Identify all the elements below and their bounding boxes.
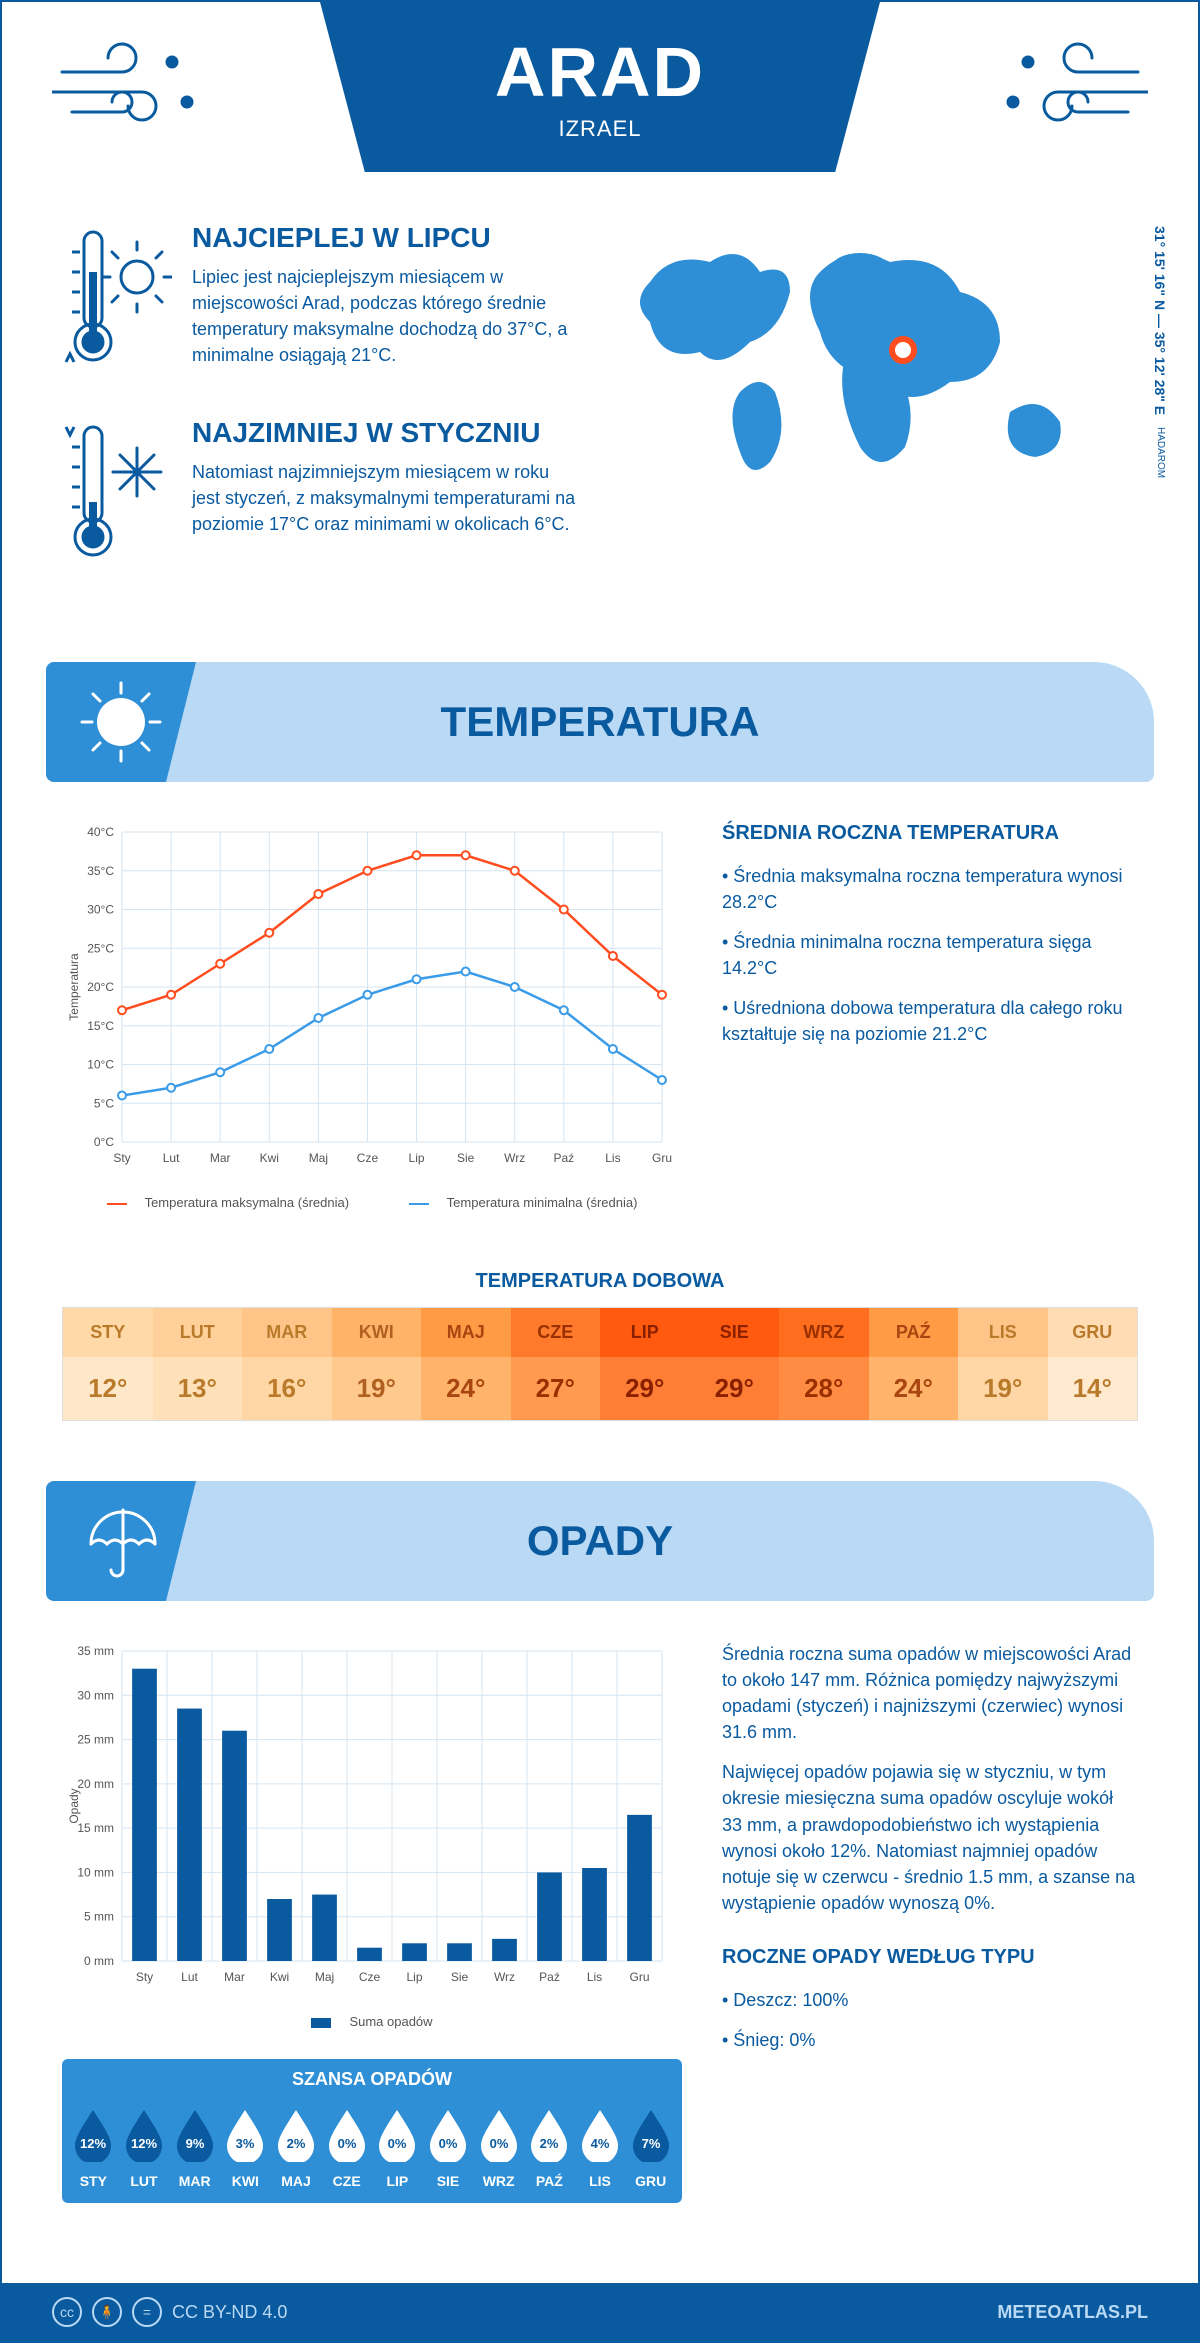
coordinates: 31° 15' 16" N — 35° 12' 28" E HADAROM xyxy=(1152,222,1168,482)
title-banner: ARAD IZRAEL xyxy=(320,2,880,172)
svg-text:0%: 0% xyxy=(439,2136,458,2151)
svg-text:15 mm: 15 mm xyxy=(77,1821,114,1835)
svg-text:0°C: 0°C xyxy=(94,1135,114,1149)
cc-icon: cc xyxy=(52,2297,82,2327)
svg-text:Lut: Lut xyxy=(163,1151,180,1165)
svg-text:Paź: Paź xyxy=(539,1970,560,1984)
svg-text:30 mm: 30 mm xyxy=(77,1688,114,1702)
warm-block: NAJCIEPLEJ W LIPCU Lipiec jest najcieple… xyxy=(62,222,580,377)
svg-text:3%: 3% xyxy=(236,2136,255,2151)
cold-block: NAJZIMNIEJ W STYCZNIU Natomiast najzimni… xyxy=(62,417,580,572)
temperature-chart: 0°C 5°C 10°C 15°C 20°C 25°C 30°C 35°C 40°C Sty Lut… xyxy=(62,822,682,1210)
svg-text:Sie: Sie xyxy=(451,1970,469,1984)
nd-icon: = xyxy=(132,2297,162,2327)
city-title: ARAD xyxy=(320,32,880,112)
svg-text:35 mm: 35 mm xyxy=(77,1644,114,1658)
world-map xyxy=(620,222,1138,507)
svg-text:40°C: 40°C xyxy=(87,825,114,839)
daily-temp-table: STYLUTMARKWIMAJCZELIPSIEWRZPAŹLISGRU12°1… xyxy=(62,1307,1138,1421)
svg-text:Lip: Lip xyxy=(409,1151,425,1165)
svg-text:5 mm: 5 mm xyxy=(84,1910,114,1924)
warm-text: Lipiec jest najcieplejszym miesiącem w m… xyxy=(192,264,580,368)
wind-icon xyxy=(52,32,212,157)
svg-text:Lip: Lip xyxy=(406,1970,422,1984)
svg-text:Lis: Lis xyxy=(605,1151,620,1165)
temperature-section-banner: TEMPERATURA xyxy=(46,662,1154,782)
svg-text:Wrz: Wrz xyxy=(494,1970,515,1984)
cold-text: Natomiast najzimniejszym miesiącem w rok… xyxy=(192,459,580,537)
umbrella-icon xyxy=(46,1481,196,1601)
svg-text:2%: 2% xyxy=(287,2136,306,2151)
svg-text:Temperatura: Temperatura xyxy=(67,953,81,1021)
svg-text:Sie: Sie xyxy=(457,1151,475,1165)
svg-text:9%: 9% xyxy=(185,2136,204,2151)
rain-chance-panel: SZANSA OPADÓW 12% STY 12% LUT 9% MAR 3% … xyxy=(62,2059,682,2203)
warm-title: NAJCIEPLEJ W LIPCU xyxy=(192,222,580,254)
cold-title: NAJZIMNIEJ W STYCZNIU xyxy=(192,417,580,449)
svg-text:0 mm: 0 mm xyxy=(84,1954,114,1968)
rain-title: OPADY xyxy=(527,1517,673,1565)
svg-text:Cze: Cze xyxy=(359,1970,381,1984)
country-subtitle: IZRAEL xyxy=(320,116,880,142)
svg-text:Paź: Paź xyxy=(553,1151,574,1165)
page-header: ARAD IZRAEL xyxy=(2,2,1198,192)
temperature-summary: ŚREDNIA ROCZNA TEMPERATURA • Średnia mak… xyxy=(722,822,1138,1210)
rain-summary: Średnia roczna suma opadów w miejscowośc… xyxy=(722,1641,1138,2067)
intro-section: NAJCIEPLEJ W LIPCU Lipiec jest najcieple… xyxy=(2,192,1198,642)
svg-text:Lut: Lut xyxy=(181,1970,198,1984)
svg-text:12%: 12% xyxy=(131,2136,157,2151)
svg-text:Lis: Lis xyxy=(587,1970,602,1984)
svg-text:Cze: Cze xyxy=(357,1151,379,1165)
svg-text:Maj: Maj xyxy=(315,1970,334,1984)
brand: METEOATLAS.PL xyxy=(997,2302,1148,2323)
svg-text:0%: 0% xyxy=(388,2136,407,2151)
svg-text:10 mm: 10 mm xyxy=(77,1865,114,1879)
svg-text:Maj: Maj xyxy=(309,1151,328,1165)
svg-text:Gru: Gru xyxy=(652,1151,672,1165)
wind-icon xyxy=(988,32,1148,157)
temperature-title: TEMPERATURA xyxy=(441,698,760,746)
svg-text:10°C: 10°C xyxy=(87,1058,114,1072)
thermometer-hot-icon xyxy=(62,222,172,377)
svg-text:Kwi: Kwi xyxy=(260,1151,279,1165)
svg-text:20 mm: 20 mm xyxy=(77,1777,114,1791)
rain-section-banner: OPADY xyxy=(46,1481,1154,1601)
svg-text:5°C: 5°C xyxy=(94,1096,114,1110)
svg-text:30°C: 30°C xyxy=(87,903,114,917)
svg-text:25 mm: 25 mm xyxy=(77,1733,114,1747)
svg-text:15°C: 15°C xyxy=(87,1019,114,1033)
svg-text:Kwi: Kwi xyxy=(270,1970,289,1984)
svg-text:2%: 2% xyxy=(540,2136,559,2151)
daily-temp-title: TEMPERATURA DOBOWA xyxy=(2,1270,1198,1293)
license: cc 🧍 = CC BY-ND 4.0 xyxy=(52,2297,287,2327)
by-icon: 🧍 xyxy=(92,2297,122,2327)
svg-text:0%: 0% xyxy=(489,2136,508,2151)
svg-text:Mar: Mar xyxy=(210,1151,231,1165)
svg-text:Sty: Sty xyxy=(136,1970,153,1984)
svg-text:Gru: Gru xyxy=(629,1970,649,1984)
svg-text:35°C: 35°C xyxy=(87,864,114,878)
svg-text:Opady: Opady xyxy=(67,1788,81,1823)
svg-text:7%: 7% xyxy=(641,2136,660,2151)
svg-text:12%: 12% xyxy=(80,2136,106,2151)
svg-text:20°C: 20°C xyxy=(87,980,114,994)
svg-text:25°C: 25°C xyxy=(87,941,114,955)
svg-text:Sty: Sty xyxy=(113,1151,130,1165)
svg-text:Mar: Mar xyxy=(224,1970,245,1984)
page-footer: cc 🧍 = CC BY-ND 4.0 METEOATLAS.PL xyxy=(2,2283,1198,2341)
thermometer-cold-icon xyxy=(62,417,172,572)
rain-chart: 0 mm 5 mm 10 mm 15 mm 20 mm 25 mm 30 mm 35 mm St… xyxy=(62,1641,682,2203)
svg-text:4%: 4% xyxy=(591,2136,610,2151)
svg-text:Wrz: Wrz xyxy=(504,1151,525,1165)
svg-text:0%: 0% xyxy=(337,2136,356,2151)
sun-icon xyxy=(46,662,196,782)
